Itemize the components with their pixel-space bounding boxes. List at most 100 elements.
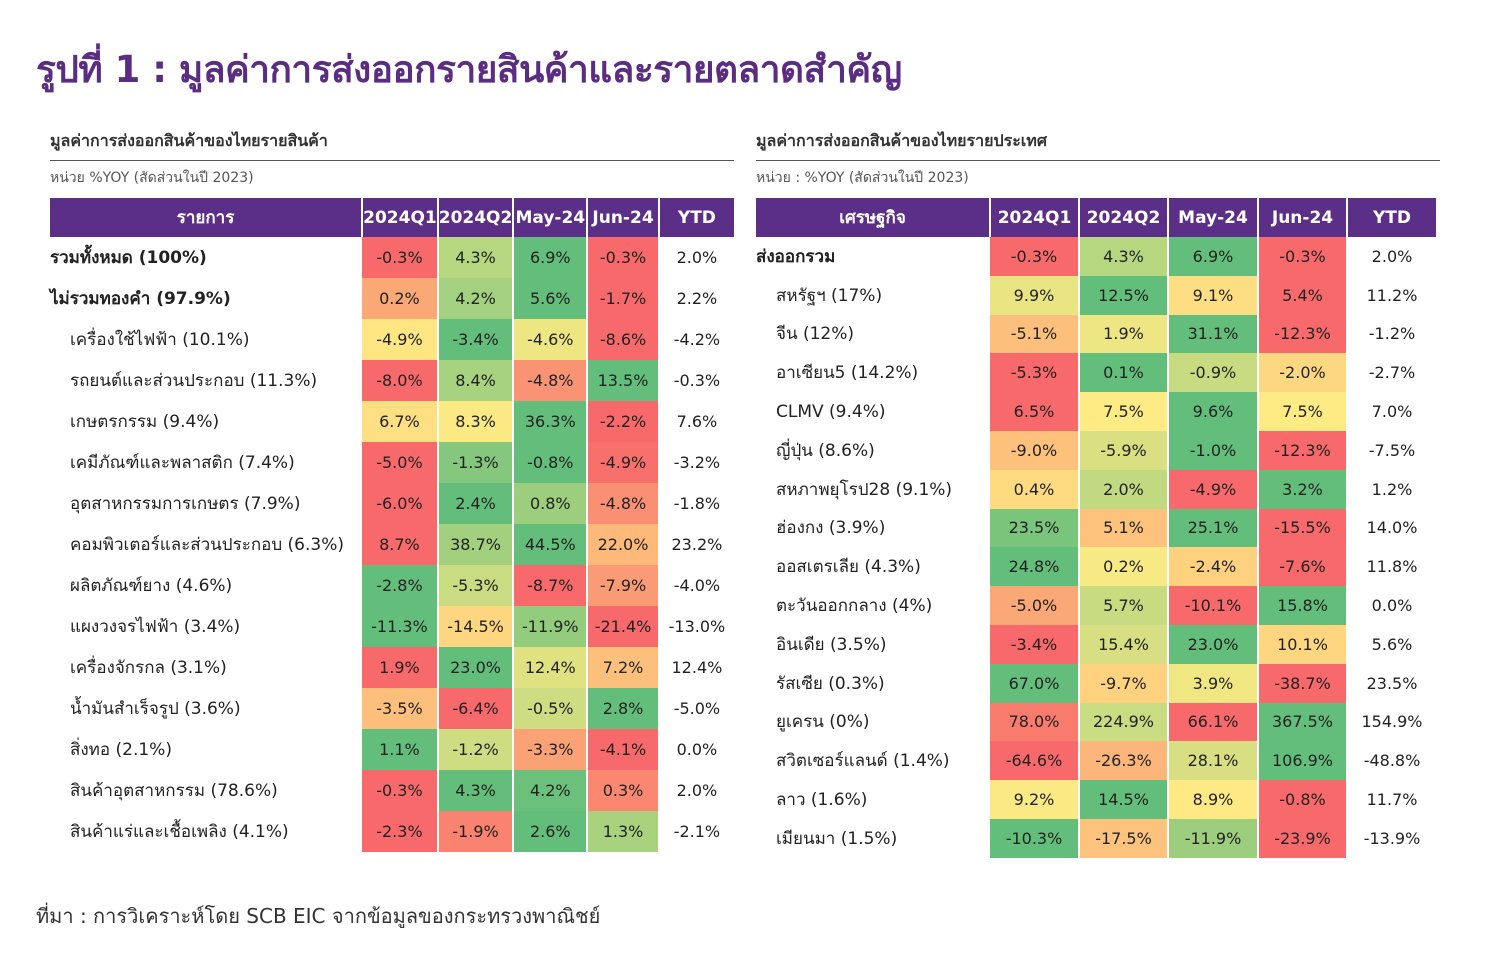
- heat-cell: -1.7%: [587, 278, 660, 319]
- heat-cell: 1.9%: [362, 647, 439, 688]
- heat-cell: -4.8%: [587, 483, 660, 524]
- row-label: สิ่งทอ (2.1%): [70, 740, 172, 760]
- ytd-cell: 2.0%: [1347, 237, 1436, 276]
- heat-cell: 15.8%: [1258, 586, 1348, 625]
- row-label: สินค้าอุตสาหกรรม (78.6%): [70, 781, 278, 801]
- heat-cell: 9.2%: [990, 780, 1080, 819]
- product-table-row: รวมทั้งหมด (100%) -0.3% 4.3% 6.9% -0.3% 2.0%: [50, 237, 734, 278]
- ytd-cell: 2.0%: [658, 237, 734, 278]
- heat-cell: 9.1%: [1168, 275, 1259, 315]
- heat-cell: 0.8%: [513, 483, 589, 524]
- heat-cell: -2.3%: [362, 811, 439, 852]
- heat-cell: -6.0%: [362, 483, 439, 524]
- country-header-row: เศรษฐกิจ 2024Q1 2024Q2 May-24 Jun-24 YTD: [756, 198, 1436, 237]
- heat-cell: 4.2%: [437, 278, 515, 319]
- row-label: ผลิตภัณฑ์ยาง (4.6%): [70, 576, 233, 596]
- country-table-row: CLMV (9.4%) 6.5% 7.5% 9.6% 7.5% 7.0%: [756, 392, 1436, 431]
- heat-cell: 23.0%: [1168, 624, 1259, 664]
- heat-cell: 7.5%: [1258, 392, 1348, 431]
- heat-cell: -8.0%: [362, 360, 439, 401]
- heat-cell: -0.3%: [587, 237, 660, 278]
- ytd-cell: -2.7%: [1347, 353, 1436, 393]
- country-table-row: ออสเตรเลีย (4.3%) 24.8% 0.2% -2.4% -7.6% 11.8…: [756, 547, 1436, 587]
- heat-cell: -3.4%: [990, 624, 1080, 664]
- heat-cell: -14.5%: [437, 606, 515, 647]
- column-header-2024q2: 2024Q2: [1079, 198, 1169, 237]
- country-table-body: ส่งออกรวม -0.3% 4.3% 6.9% -0.3% 2.0% สหรัฐฯ (1…: [756, 237, 1436, 858]
- heat-cell: -5.3%: [437, 565, 515, 606]
- row-label: ออสเตรเลีย (4.3%): [776, 557, 921, 578]
- column-header-2024q2: 2024Q2: [437, 198, 515, 237]
- ytd-cell: 1.2%: [1347, 469, 1436, 509]
- heat-cell: -1.9%: [437, 811, 515, 852]
- product-table-row: สินค้าอุตสาหกรรม (78.6%) -0.3% 4.3% 4.2% 0.3…: [50, 770, 734, 811]
- heat-cell: -3.3%: [513, 729, 589, 770]
- ytd-cell: -13.9%: [1347, 818, 1436, 858]
- heat-cell: 1.3%: [587, 811, 660, 852]
- row-label: รวมทั้งหมด (100%): [50, 248, 207, 268]
- heat-cell: 106.9%: [1258, 741, 1348, 781]
- row-label: ไม่รวมทองคำ (97.9%): [50, 289, 231, 309]
- ytd-cell: -3.2%: [658, 442, 734, 483]
- product-panel-title: มูลค่าการส่งออกสินค้าของไทยรายสินค้า: [50, 131, 328, 150]
- heat-cell: -8.7%: [513, 565, 589, 606]
- heat-cell: -9.0%: [990, 430, 1080, 470]
- ytd-cell: 14.0%: [1347, 508, 1436, 548]
- row-label: ยูเครน (0%): [776, 712, 870, 733]
- heat-cell: 6.5%: [990, 392, 1080, 431]
- row-label: อินเดีย (3.5%): [776, 634, 887, 655]
- row-label: สหภาพยุโรป28 (9.1%): [776, 479, 953, 500]
- product-panel: มูลค่าการส่งออกสินค้าของไทยรายสินค้า หน่…: [50, 128, 734, 852]
- heat-cell: 3.2%: [1258, 469, 1348, 509]
- heat-cell: -0.3%: [990, 237, 1080, 276]
- heat-cell: 2.4%: [437, 483, 515, 524]
- heat-cell: 5.1%: [1079, 508, 1169, 548]
- country-table-row: จีน (12%) -5.1% 1.9% 31.1% -12.3% -1.2%: [756, 314, 1436, 354]
- heat-cell: 25.1%: [1168, 508, 1259, 548]
- heat-cell: -0.8%: [1258, 780, 1348, 819]
- ytd-cell: 154.9%: [1347, 702, 1436, 742]
- heat-cell: 14.5%: [1079, 780, 1169, 819]
- country-table-row: สหภาพยุโรป28 (9.1%) 0.4% 2.0% -4.9% 3.2% 1.2%: [756, 469, 1436, 509]
- heat-cell: 9.9%: [990, 275, 1080, 315]
- heat-cell: 224.9%: [1079, 702, 1169, 742]
- heat-cell: -9.7%: [1079, 663, 1169, 703]
- ytd-cell: -4.0%: [658, 565, 734, 606]
- heat-cell: -0.8%: [513, 442, 589, 483]
- heat-cell: -64.6%: [990, 741, 1080, 781]
- heat-cell: 6.7%: [362, 401, 439, 442]
- row-label: ตะวันออกกลาง (4%): [776, 596, 933, 617]
- column-header-may-24: May-24: [513, 198, 589, 237]
- ytd-cell: 11.8%: [1347, 547, 1436, 587]
- heat-cell: -1.2%: [437, 729, 515, 770]
- heat-cell: 24.8%: [990, 547, 1080, 587]
- product-table-row: ไม่รวมทองคำ (97.9%) 0.2% 4.2% 5.6% -1.7% 2.2%: [50, 278, 734, 319]
- heat-cell: -12.3%: [1258, 430, 1348, 470]
- column-header-may-24: May-24: [1168, 198, 1259, 237]
- country-table-row: ลาว (1.6%) 9.2% 14.5% 8.9% -0.8% 11.7%: [756, 780, 1436, 819]
- heat-cell: -4.9%: [362, 319, 439, 360]
- column-header-2024q1: 2024Q1: [990, 198, 1080, 237]
- ytd-cell: -1.8%: [658, 483, 734, 524]
- heat-cell: 31.1%: [1168, 314, 1259, 354]
- heat-cell: -2.4%: [1168, 547, 1259, 587]
- heat-cell: 2.8%: [587, 688, 660, 729]
- heat-cell: 4.3%: [437, 237, 515, 278]
- heat-cell: -12.3%: [1258, 314, 1348, 354]
- country-table-row: สวิตเซอร์แลนด์ (1.4%) -64.6% -26.3% 28.1% 10…: [756, 741, 1436, 781]
- product-table-row: เครื่องจักรกล (3.1%) 1.9% 23.0% 12.4% 7.2% 12…: [50, 647, 734, 688]
- row-label: เกษตรกรรม (9.4%): [70, 412, 220, 432]
- heat-cell: 6.9%: [1168, 237, 1259, 276]
- heat-cell: 8.9%: [1168, 780, 1259, 819]
- product-panel-divider: [50, 160, 734, 161]
- ytd-cell: 11.7%: [1347, 780, 1436, 819]
- heat-cell: 78.0%: [990, 702, 1080, 742]
- product-table-row: เกษตรกรรม (9.4%) 6.7% 8.3% 36.3% -2.2% 7.6%: [50, 401, 734, 442]
- row-label: ส่งออกรวม: [756, 246, 836, 267]
- heat-cell: 2.6%: [513, 811, 589, 852]
- country-panel-divider: [756, 160, 1440, 161]
- heat-cell: -4.6%: [513, 319, 589, 360]
- product-table-row: ผลิตภัณฑ์ยาง (4.6%) -2.8% -5.3% -8.7% -7.9% -…: [50, 565, 734, 606]
- row-label: สวิตเซอร์แลนด์ (1.4%): [776, 751, 950, 772]
- heat-cell: 8.3%: [437, 401, 515, 442]
